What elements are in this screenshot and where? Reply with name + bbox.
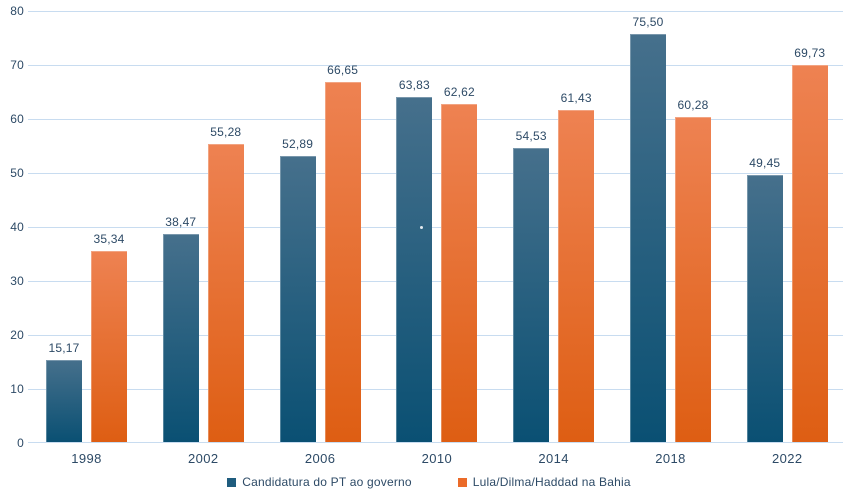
y-tick-label-10: 10 [10, 382, 24, 396]
legend-label-series1: Candidatura do PT ao governo [242, 475, 412, 489]
value-label-series1-2018: 75,50 [632, 15, 664, 30]
legend: Candidatura do PT ao governo Lula/Dilma/… [0, 473, 858, 491]
bar-series2-2014 [558, 110, 595, 442]
y-tick-label-40: 40 [10, 220, 24, 234]
bar-series1-2002 [162, 234, 199, 442]
value-label-series1-1998: 15,17 [48, 341, 80, 356]
x-tick-label-2010: 2010 [421, 451, 453, 466]
bar-series1-2014 [513, 147, 550, 442]
y-tick-label-0: 0 [17, 436, 24, 450]
gridline-60 [28, 119, 843, 120]
legend-label-series2: Lula/Dilma/Haddad na Bahia [472, 475, 631, 489]
x-tick-label-2006: 2006 [304, 451, 336, 466]
value-label-series1-2014: 54,53 [515, 128, 547, 143]
gridline-80 [28, 11, 843, 12]
value-label-series2-2018: 60,28 [677, 97, 709, 112]
value-label-series2-2002: 55,28 [210, 124, 242, 139]
bar-series2-2018 [675, 116, 711, 442]
x-tick-label-1998: 1998 [71, 451, 102, 466]
bar-series2-2022 [791, 65, 828, 442]
bar-series1-2022 [746, 174, 783, 442]
value-label-series2-2014: 61,43 [560, 91, 592, 106]
value-label-series2-2010: 62,62 [443, 84, 475, 99]
x-axis-line [28, 442, 843, 443]
x-tick-label-2014: 2014 [538, 451, 569, 466]
value-label-series2-2022: 69,73 [794, 46, 826, 61]
bar-series1-2006 [279, 156, 316, 442]
value-label-series1-2006: 52,89 [282, 137, 314, 152]
bar-series1-2018 [630, 34, 666, 442]
render-artifact-dot [420, 226, 423, 229]
gridline-40 [28, 227, 843, 228]
bar-series2-1998 [91, 251, 127, 442]
x-tick-label-2022: 2022 [772, 451, 803, 466]
plot-area: 15,17 35,34 38,47 55,28 52,89 66,65 63,83 62,62… [28, 11, 843, 443]
y-tick-label-80: 80 [10, 4, 24, 18]
legend-item-series1: Candidatura do PT ao governo [227, 475, 412, 489]
legend-marker-series1-square-icon [227, 477, 237, 487]
y-tick-label-50: 50 [10, 166, 24, 180]
legend-item-series2: Lula/Dilma/Haddad na Bahia [457, 475, 631, 489]
y-tick-label-70: 70 [10, 58, 24, 72]
legend-marker-series2-square-icon [457, 477, 467, 487]
x-tick-label-2002: 2002 [188, 451, 219, 466]
x-tick-label-2018: 2018 [655, 451, 686, 466]
value-label-series1-2002: 38,47 [165, 215, 197, 230]
y-tick-label-30: 30 [10, 274, 24, 288]
gridline-70 [28, 65, 843, 66]
gridline-50 [28, 173, 843, 174]
bar-series2-2006 [324, 82, 361, 442]
value-label-series2-2006: 66,65 [327, 63, 359, 78]
value-label-series1-2010: 63,83 [398, 78, 430, 93]
bar-series2-2010 [441, 103, 478, 442]
value-label-series1-2022: 49,45 [749, 155, 781, 170]
gridline-30 [28, 281, 843, 282]
gridline-20 [28, 335, 843, 336]
y-tick-label-60: 60 [10, 112, 24, 126]
bar-series1-1998 [46, 360, 82, 442]
bar-series2-2002 [207, 143, 244, 442]
y-tick-label-20: 20 [10, 328, 24, 342]
gridline-10 [28, 389, 843, 390]
bar-series1-2010 [396, 97, 433, 442]
value-label-series2-1998: 35,34 [93, 232, 125, 247]
